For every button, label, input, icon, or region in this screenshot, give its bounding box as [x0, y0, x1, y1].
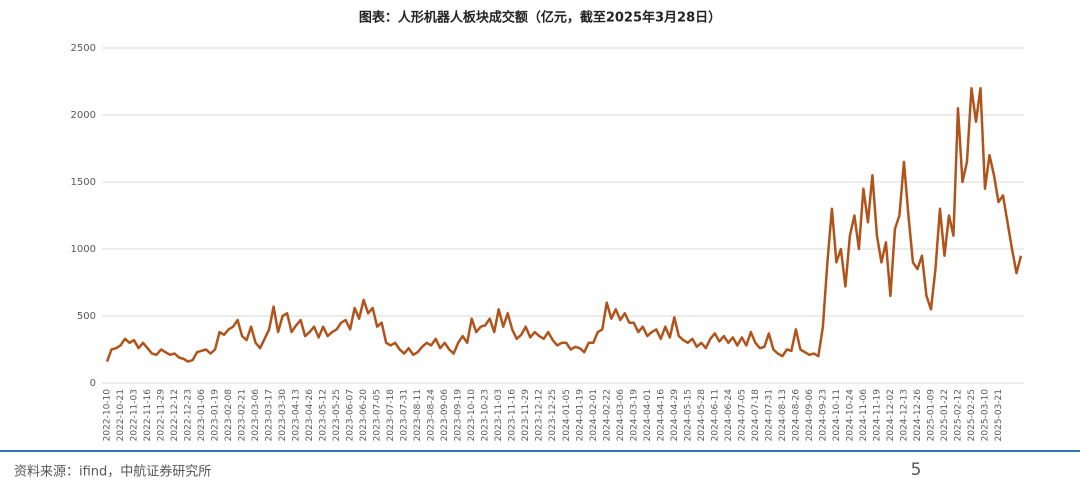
- x-tick-label: 2024-09-23: [818, 389, 828, 441]
- x-tick-label: 2024-04-29: [670, 389, 680, 442]
- x-tick-label: 2023-05-12: [319, 389, 329, 441]
- x-tick-label: 2024-05-28: [697, 389, 707, 442]
- page-number: 5: [911, 460, 922, 480]
- x-tick-label: 2024-01-05: [562, 389, 572, 441]
- x-tick-label: 2024-10-11: [832, 389, 842, 441]
- x-tick-label: 2022-10-21: [116, 389, 126, 441]
- x-tick-label: 2025-02-12: [953, 389, 963, 441]
- x-tick-label: 2024-02-01: [589, 389, 599, 441]
- x-tick-label: 2024-07-18: [751, 389, 761, 442]
- x-tick-label: 2023-05-25: [332, 389, 342, 441]
- x-tick-label: 2022-12-23: [184, 389, 194, 441]
- x-tick-label: 2023-11-29: [521, 389, 531, 442]
- x-tick-label: 2024-01-19: [575, 389, 585, 442]
- y-tick-label: 1500: [71, 177, 96, 188]
- x-tick-label: 2024-04-01: [643, 389, 653, 441]
- y-tick-label: 2000: [71, 110, 96, 121]
- x-tick-label: 2022-11-16: [143, 389, 153, 442]
- x-tick-label: 2023-06-20: [359, 389, 369, 442]
- x-tick-label: 2024-09-06: [805, 389, 815, 442]
- x-tick-label: 2024-04-16: [656, 389, 666, 442]
- x-tick-label: 2024-03-19: [629, 389, 639, 442]
- x-tick-label: 2023-01-19: [211, 389, 221, 442]
- x-tick-label: 2024-06-11: [710, 389, 720, 441]
- x-tick-label: 2025-01-09: [926, 389, 936, 442]
- x-tick-label: 2022-11-03: [130, 389, 140, 441]
- x-tick-label: 2024-05-15: [683, 389, 693, 441]
- x-tick-label: 2024-12-13: [899, 389, 909, 441]
- y-tick-label: 500: [77, 311, 96, 322]
- y-tick-label: 1000: [71, 244, 96, 255]
- x-tick-label: 2023-02-08: [224, 389, 234, 442]
- x-tick-label: 2023-03-06: [251, 389, 261, 442]
- x-tick-label: 2023-07-31: [400, 389, 410, 441]
- x-tick-label: 2022-10-10: [103, 389, 113, 442]
- y-tick-label: 2500: [71, 43, 96, 54]
- x-tick-label: 2023-04-26: [305, 389, 315, 442]
- x-tick-label: 2024-11-06: [859, 389, 869, 442]
- x-tick-label: 2024-10-24: [845, 389, 855, 442]
- x-tick-label: 2023-09-19: [454, 389, 464, 442]
- x-tick-label: 2023-07-05: [373, 389, 383, 441]
- x-tick-label: 2024-11-19: [872, 389, 882, 442]
- x-tick-label: 2024-07-31: [764, 389, 774, 441]
- x-tick-label: 2023-10-23: [481, 389, 491, 441]
- x-tick-label: 2023-02-21: [238, 389, 248, 441]
- x-tick-label: 2023-12-12: [535, 389, 545, 441]
- source-note: 资料来源：ifind，中航证券研究所: [14, 464, 211, 480]
- x-tick-label: 2023-03-17: [265, 389, 275, 441]
- x-tick-label: 2023-06-07: [346, 389, 356, 441]
- x-tick-label: 2025-03-10: [980, 389, 990, 442]
- y-tick-label: 0: [90, 378, 96, 389]
- x-tick-label: 2023-03-30: [278, 389, 288, 442]
- x-tick-label: 2023-04-13: [292, 389, 302, 441]
- x-tick-label: 2024-12-26: [913, 389, 923, 442]
- x-tick-label: 2022-12-12: [170, 389, 180, 441]
- chart-title: 图表：人形机器人板块成交额（亿元，截至2025年3月28日）: [359, 10, 721, 26]
- x-tick-label: 2025-01-22: [940, 389, 950, 441]
- x-tick-label: 2024-08-13: [778, 389, 788, 441]
- x-tick-label: 2024-06-24: [724, 389, 734, 442]
- x-tick-label: 2023-01-06: [197, 389, 207, 442]
- x-tick-label: 2023-10-10: [467, 389, 477, 442]
- line-series: [105, 86, 1023, 363]
- x-tick-label: 2024-02-22: [602, 389, 612, 441]
- x-tick-label: 2025-03-21: [994, 389, 1004, 441]
- x-tick-label: 2023-07-18: [386, 389, 396, 442]
- x-tick-label: 2022-11-29: [157, 389, 167, 442]
- x-tick-label: 2024-03-06: [616, 389, 626, 442]
- x-tick-label: 2023-12-25: [548, 389, 558, 441]
- x-tick-label: 2023-11-03: [494, 389, 504, 441]
- x-tick-label: 2023-11-16: [508, 389, 518, 442]
- x-tick-label: 2024-12-02: [886, 389, 896, 441]
- x-tick-label: 2024-08-26: [791, 389, 801, 442]
- x-tick-label: 2025-02-25: [967, 389, 977, 441]
- x-tick-label: 2023-08-11: [413, 389, 423, 441]
- x-tick-label: 2023-08-24: [427, 389, 437, 442]
- x-tick-label: 2023-09-06: [440, 389, 450, 442]
- x-tick-label: 2024-07-05: [737, 389, 747, 441]
